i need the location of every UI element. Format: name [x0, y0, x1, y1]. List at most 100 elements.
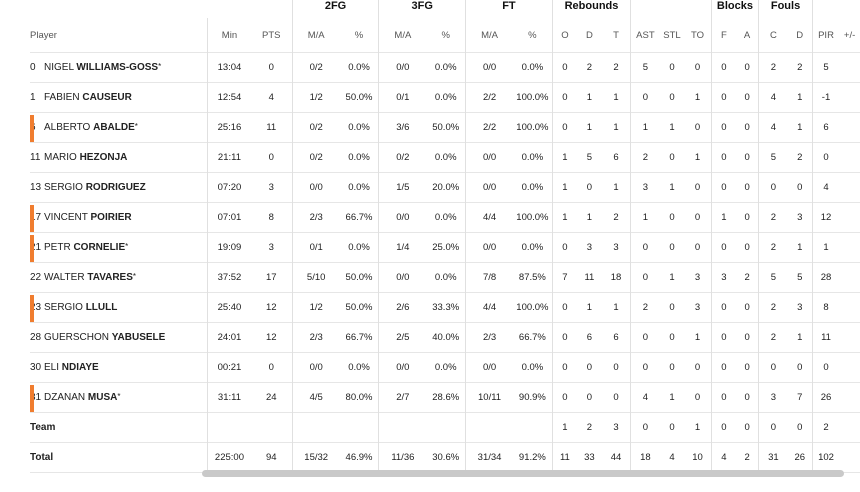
cell-reb-t: 2 — [601, 52, 632, 83]
player-last-name[interactable]: WILLIAMS-GOSS — [76, 62, 159, 73]
player-last-name[interactable]: YABUSELE — [111, 332, 166, 343]
cell-ast: 0 — [630, 82, 660, 113]
col-min[interactable]: Min — [221, 29, 238, 41]
cell-to: 0 — [684, 382, 712, 413]
col-ft-ma[interactable]: M/A — [481, 29, 498, 41]
cell-pir: 28 — [812, 262, 840, 293]
player-last-name[interactable]: TAVARES — [87, 272, 133, 283]
cell-2fg-ma: 15/32 — [292, 442, 340, 473]
cell-pir: 4 — [812, 172, 840, 203]
player-last-name[interactable]: HEZONJA — [79, 152, 128, 163]
cell-reb-d: 33 — [577, 442, 602, 473]
cell-2fg-ma: 2/3 — [292, 202, 340, 233]
cell-to: 3 — [684, 262, 712, 293]
player-first-name[interactable]: DZANAN — [44, 392, 86, 403]
cell-min — [207, 412, 251, 443]
player-first-name[interactable]: FABIEN — [44, 92, 80, 103]
player-last-name[interactable]: CAUSEUR — [82, 92, 132, 103]
col-to[interactable]: TO — [684, 18, 712, 53]
horizontal-scrollbar[interactable] — [202, 470, 844, 477]
col-pir[interactable]: PIR — [818, 29, 834, 41]
cell-stl: 0 — [659, 52, 685, 83]
cell-fouls-c: 5 — [758, 262, 788, 293]
col-stl[interactable]: STL — [663, 29, 681, 41]
cell-min: 13:04 — [207, 52, 251, 83]
cell-min: 21:11 — [207, 142, 251, 173]
col-ast[interactable]: AST — [636, 29, 655, 41]
player-last-name[interactable]: MUSA — [87, 392, 118, 403]
col-blk-a[interactable]: A — [735, 18, 760, 53]
player-last-name[interactable]: POIRIER — [90, 212, 132, 223]
cell-stl: 0 — [659, 322, 685, 353]
player-first-name[interactable]: VINCENT — [44, 212, 88, 223]
cell-plus-minus — [839, 352, 860, 383]
cell-reb-d: 3 — [577, 232, 602, 263]
player-first-name[interactable]: WALTER — [44, 272, 85, 283]
cell-pts: 12 — [250, 322, 293, 353]
cell-stl: 1 — [659, 382, 685, 413]
cell-reb-d: 1 — [577, 202, 602, 233]
col-reb-d[interactable]: D — [585, 29, 593, 41]
column-header-row: Player Min PTS M/A % M/A % M/A % O D T A… — [30, 18, 860, 53]
col-pts[interactable]: PTS — [250, 18, 293, 53]
player-cell: 6ALBERTO ABALDE* — [30, 112, 209, 143]
col-3fg-pct[interactable]: % — [426, 18, 467, 53]
player-last-name[interactable]: RODRIGUEZ — [85, 182, 146, 193]
boxscore-table: 2FG 3FG FT Rebounds Blocks Fouls Player … — [30, 0, 860, 473]
col-fouls-d[interactable]: D — [787, 18, 813, 53]
player-last-name[interactable]: NDIAYE — [61, 362, 99, 373]
col-plus-minus[interactable]: +/- — [843, 29, 856, 41]
player-first-name[interactable]: NIGEL — [44, 62, 74, 73]
player-first-name[interactable]: GUERSCHON — [44, 332, 110, 343]
player-first-name[interactable]: SERGIO — [44, 302, 83, 313]
col-reb-t[interactable]: T — [601, 18, 632, 53]
col-3fg-ma[interactable]: M/A — [394, 29, 412, 41]
cell-reb-o: 0 — [552, 52, 578, 83]
col-fouls-c[interactable]: C — [769, 29, 777, 41]
col-ft-pct[interactable]: % — [513, 18, 553, 53]
cell-pir: 6 — [812, 112, 840, 143]
cell-3fg-pct: 0.0% — [426, 352, 467, 383]
player-last-name[interactable]: ABALDE — [93, 122, 135, 133]
cell-ft-ma: 2/2 — [465, 82, 514, 113]
player-first-name[interactable]: ALBERTO — [44, 122, 91, 133]
cell-2fg-pct: 50.0% — [339, 262, 380, 293]
cell-blk-f: 0 — [711, 322, 736, 353]
cell-pir: -1 — [812, 82, 840, 113]
cell-fouls-d: 0 — [787, 172, 813, 203]
col-reb-o[interactable]: O — [561, 29, 569, 41]
player-first-name[interactable]: MARIO — [44, 152, 77, 163]
cell-fouls-c: 31 — [758, 442, 788, 473]
player-first-name[interactable]: ELI — [44, 362, 60, 373]
player-last-name[interactable]: LLULL — [85, 302, 118, 313]
cell-stl: 0 — [659, 292, 685, 323]
player-last-name[interactable]: CORNELIE — [73, 242, 126, 253]
cell-min: 19:09 — [207, 232, 251, 263]
col-player[interactable]: Player — [30, 18, 209, 53]
cell-2fg-pct: 66.7% — [339, 322, 380, 353]
cell-to: 1 — [684, 142, 712, 173]
cell-blk-f: 0 — [711, 352, 736, 383]
cell-ft-pct: 91.2% — [513, 442, 553, 473]
cell-min: 07:20 — [207, 172, 251, 203]
cell-plus-minus — [839, 292, 860, 323]
jersey-number: 28 — [30, 332, 42, 343]
player-row: 21 PETR CORNELIE* 19:09 3 0/1 0.0% 1/4 25.0% 0/0… — [30, 232, 860, 263]
starter-marker: * — [134, 122, 138, 131]
cell-reb-o: 1 — [552, 142, 578, 173]
cell-blk-a: 0 — [735, 202, 760, 233]
player-first-name[interactable]: PETR — [44, 242, 71, 253]
cell-min: 00:21 — [207, 352, 251, 383]
col-2fg-ma[interactable]: M/A — [307, 29, 325, 41]
cell-2fg-ma: 4/5 — [292, 382, 340, 413]
col-blk-f[interactable]: F — [720, 29, 727, 41]
cell-reb-t: 1 — [601, 112, 632, 143]
col-2fg-pct[interactable]: % — [339, 18, 380, 53]
cell-reb-o: 1 — [552, 172, 578, 203]
row-highlight-marker — [30, 235, 34, 262]
cell-fouls-d: 2 — [787, 52, 813, 83]
cell-reb-t: 0 — [601, 352, 632, 383]
cell-plus-minus — [839, 412, 860, 443]
cell-blk-f: 0 — [711, 142, 736, 173]
player-first-name[interactable]: SERGIO — [44, 182, 83, 193]
